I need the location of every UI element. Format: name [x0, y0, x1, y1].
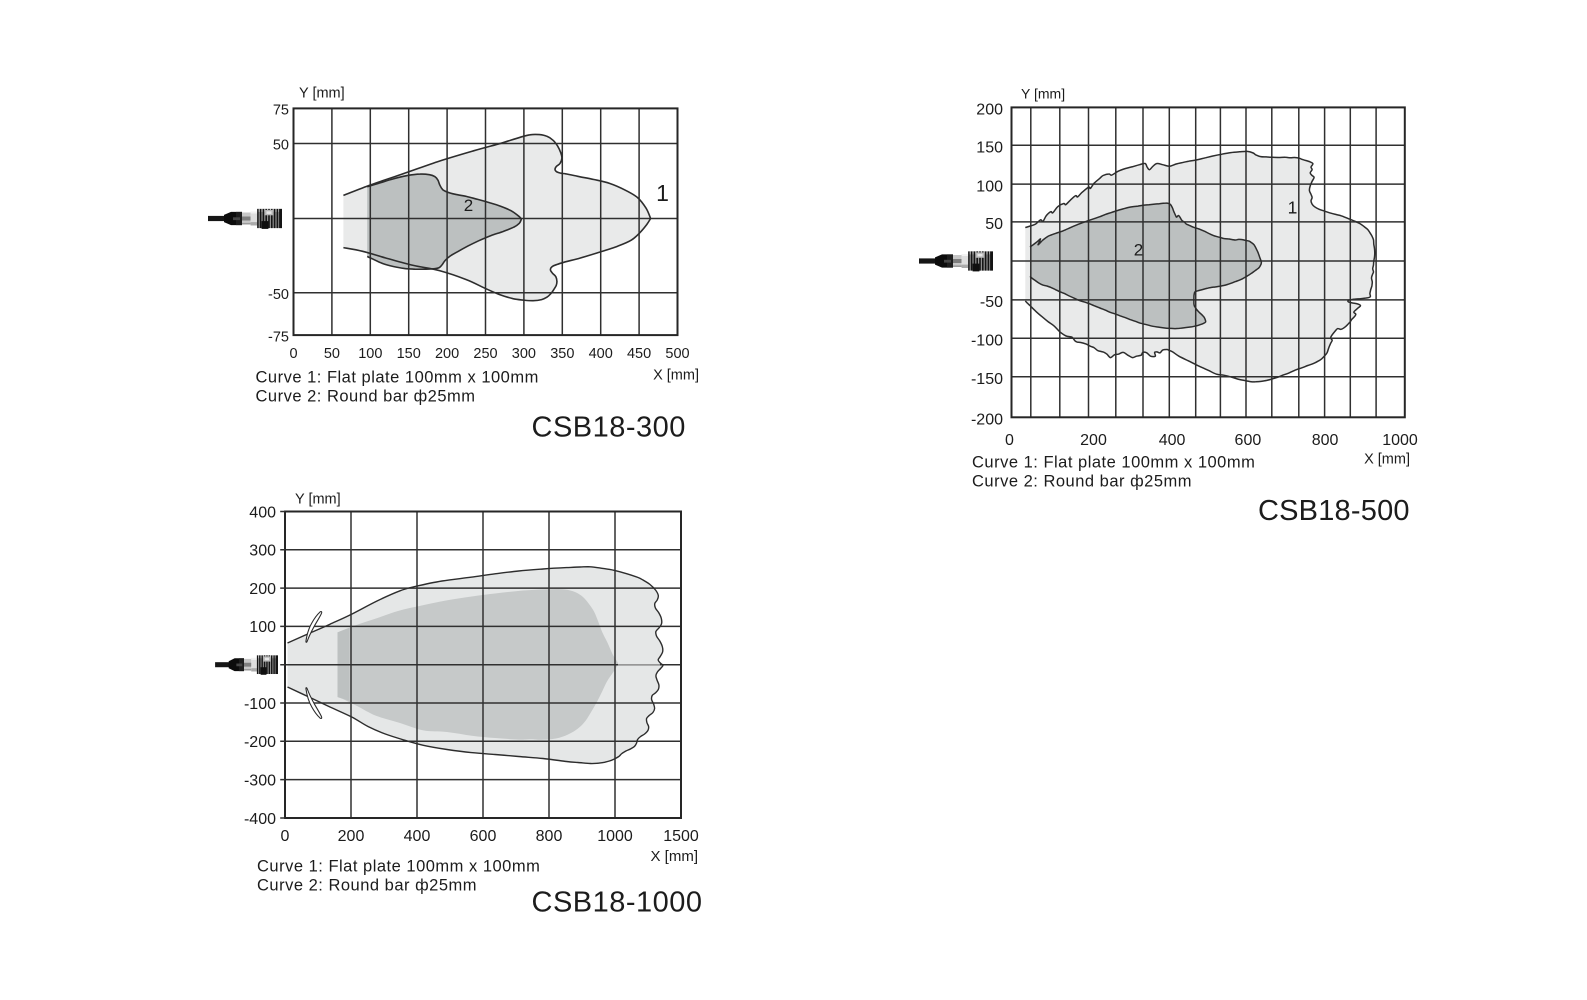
svg-text:0: 0	[1005, 432, 1014, 449]
svg-text:-50: -50	[268, 287, 289, 303]
svg-text:100: 100	[976, 178, 1003, 195]
svg-text:600: 600	[470, 828, 497, 845]
svg-text:1500: 1500	[663, 828, 699, 845]
svg-text:-200: -200	[244, 734, 276, 751]
svg-text:200: 200	[249, 581, 276, 598]
svg-text:800: 800	[536, 828, 563, 845]
svg-text:400: 400	[1159, 432, 1186, 449]
svg-text:200: 200	[976, 102, 1003, 119]
svg-text:100: 100	[358, 346, 382, 362]
svg-text:Y [mm]: Y [mm]	[1021, 86, 1065, 102]
svg-text:450: 450	[627, 346, 651, 362]
svg-text:Curve 1: Flat plate 100mm x 10: Curve 1: Flat plate 100mm x 100mm	[972, 454, 1255, 472]
svg-text:200: 200	[338, 828, 365, 845]
svg-text:800: 800	[1312, 432, 1339, 449]
svg-text:50: 50	[273, 138, 289, 154]
svg-text:200: 200	[435, 346, 459, 362]
svg-text:-75: -75	[268, 329, 289, 345]
svg-text:350: 350	[550, 346, 574, 362]
svg-text:1000: 1000	[1382, 432, 1418, 449]
svg-text:400: 400	[249, 504, 276, 521]
svg-text:Curve 1: Flat plate 100mm x 10: Curve 1: Flat plate 100mm x 100mm	[256, 369, 539, 387]
svg-text:400: 400	[404, 828, 431, 845]
svg-text:1: 1	[1288, 198, 1298, 218]
svg-text:300: 300	[512, 346, 536, 362]
svg-text:X [mm]: X [mm]	[1364, 452, 1410, 468]
svg-text:-400: -400	[244, 811, 276, 828]
svg-text:-150: -150	[971, 371, 1003, 388]
svg-text:-50: -50	[980, 294, 1003, 311]
svg-text:250: 250	[473, 346, 497, 362]
svg-text:0: 0	[289, 346, 297, 362]
svg-text:-100: -100	[244, 696, 276, 713]
svg-text:CSB18-500: CSB18-500	[1258, 495, 1410, 527]
svg-text:2: 2	[464, 196, 473, 215]
svg-text:Curve 1: Flat plate 100mm x 10: Curve 1: Flat plate 100mm x 100mm	[257, 858, 540, 876]
svg-text:CSB18-1000: CSB18-1000	[532, 887, 703, 919]
svg-text:50: 50	[985, 216, 1003, 233]
svg-text:75: 75	[273, 103, 289, 119]
svg-text:150: 150	[397, 346, 421, 362]
svg-text:1000: 1000	[597, 828, 633, 845]
svg-text:50: 50	[324, 346, 340, 362]
svg-text:600: 600	[1235, 432, 1262, 449]
svg-text:Curve 2: Round bar ф25mm: Curve 2: Round bar ф25mm	[257, 877, 477, 895]
svg-text:300: 300	[249, 543, 276, 560]
svg-text:X [mm]: X [mm]	[653, 368, 699, 384]
svg-text:-200: -200	[971, 412, 1003, 429]
svg-text:Curve 2: Round bar ф25mm: Curve 2: Round bar ф25mm	[256, 387, 476, 405]
svg-text:Curve 2: Round bar ф25mm: Curve 2: Round bar ф25mm	[972, 473, 1192, 491]
svg-text:-300: -300	[244, 772, 276, 789]
svg-text:400: 400	[589, 346, 613, 362]
svg-text:CSB18-300: CSB18-300	[532, 412, 686, 444]
svg-text:500: 500	[665, 346, 689, 362]
svg-text:1: 1	[656, 180, 669, 206]
svg-text:Y [mm]: Y [mm]	[299, 86, 345, 102]
svg-text:0: 0	[281, 828, 290, 845]
svg-text:Y [mm]: Y [mm]	[295, 492, 341, 508]
svg-text:X [mm]: X [mm]	[651, 848, 699, 865]
svg-text:-100: -100	[971, 333, 1003, 350]
svg-text:150: 150	[976, 140, 1003, 157]
svg-text:2: 2	[1134, 241, 1143, 260]
svg-text:200: 200	[1080, 432, 1107, 449]
svg-text:100: 100	[249, 619, 276, 636]
